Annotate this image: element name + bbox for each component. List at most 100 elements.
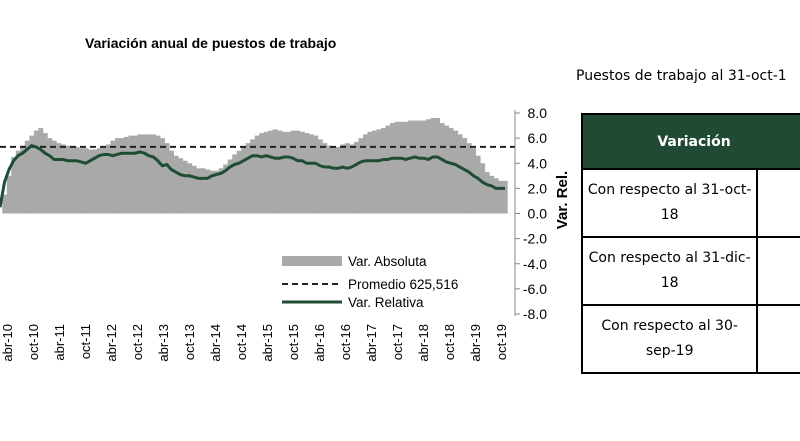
x-tick-label: oct-14	[234, 324, 249, 360]
table-cell-value	[756, 168, 800, 238]
area-bar	[250, 139, 256, 214]
area-bar	[308, 134, 314, 214]
area-bar	[119, 138, 125, 214]
area-bar	[241, 146, 247, 214]
area-bar	[453, 130, 459, 214]
area-bar	[2, 194, 8, 214]
y-tick-label: 0.0	[528, 206, 548, 222]
area-bar	[340, 144, 346, 214]
x-tick-label: abr-19	[468, 324, 483, 362]
legend-label-absoluta: Var. Absoluta	[348, 254, 427, 269]
table-header-text: Variación	[657, 133, 731, 150]
area-bar	[182, 160, 188, 214]
table-header-row: Variación	[581, 113, 800, 170]
area-bar	[326, 145, 332, 214]
table-cell-label: Con respecto al 31-oct-18	[580, 168, 759, 238]
area-bar	[173, 155, 179, 214]
area-bar	[394, 121, 400, 214]
area-bar	[263, 131, 269, 214]
area-bar	[335, 146, 341, 214]
relative-series-line	[0, 144, 505, 208]
area-bar	[110, 140, 116, 214]
area-bar	[42, 133, 48, 214]
chart-title: Variación anual de puestos de trabajo	[85, 35, 337, 51]
x-tick-label: oct-16	[338, 324, 353, 360]
area-bar	[214, 170, 220, 214]
table-header-variacion: Variación	[581, 113, 800, 170]
area-bar	[96, 148, 102, 214]
x-tick-label: abr-17	[364, 324, 379, 362]
area-bar	[160, 138, 165, 214]
area-bar	[191, 165, 197, 214]
area-bar	[277, 130, 283, 214]
y-axis-ticks: 8.0 6.0 4.0 2.0 0.0 -2.0 -4.0 -6.0 -8.0	[515, 105, 547, 322]
area-bar	[376, 129, 382, 214]
x-tick-label: abr-15	[260, 324, 275, 362]
area-bar	[69, 146, 75, 214]
area-bar	[353, 141, 359, 214]
area-bar	[272, 129, 278, 214]
area-bar	[137, 134, 143, 214]
area-bar	[142, 134, 147, 214]
area-bar	[114, 138, 120, 214]
table-row: Con respecto al 30-sep-19	[580, 304, 800, 374]
area-bar	[155, 135, 161, 214]
area-bar	[78, 148, 84, 214]
y-tick-label: -8.0	[523, 306, 547, 322]
area-bar	[466, 143, 472, 214]
area-bar	[417, 120, 422, 214]
area-bar	[83, 148, 89, 214]
area-bar	[259, 133, 265, 214]
x-tick-label: oct-10	[26, 324, 41, 360]
table-row: Con respecto al 31-dic-18	[580, 236, 800, 306]
y-tick-label: -6.0	[523, 281, 547, 297]
area-bar	[92, 149, 98, 214]
area-bar	[281, 131, 287, 214]
area-bar	[11, 156, 17, 214]
table-cell-value	[756, 304, 800, 374]
area-bar	[187, 163, 193, 214]
area-bar	[390, 123, 395, 214]
x-tick-label: abr-14	[208, 324, 223, 362]
table-row: Con respecto al 31-oct-18	[580, 168, 800, 238]
area-bar	[475, 155, 481, 214]
x-tick-label: oct-19	[494, 324, 509, 360]
area-bar	[146, 134, 152, 214]
x-tick-label: abr-10	[0, 324, 15, 362]
area-bar	[218, 168, 224, 214]
x-axis-ticks: abr-10 oct-10 abr-11 oct-11 abr-12 oct-12 abr-…	[0, 324, 509, 362]
area-bar	[385, 125, 391, 214]
area-bar	[128, 135, 134, 214]
area-bar	[322, 143, 328, 214]
area-bar	[133, 135, 138, 214]
area-series-layer	[2, 118, 508, 214]
area-bar	[444, 125, 450, 214]
area-bar	[60, 144, 66, 214]
area-bar	[47, 138, 53, 214]
area-bar	[15, 150, 21, 214]
area-bar	[448, 128, 454, 214]
area-bar	[349, 144, 355, 214]
y-axis-label: Var. Rel.	[554, 171, 571, 229]
area-bar	[6, 175, 12, 214]
area-bar	[290, 130, 296, 214]
area-bar	[200, 168, 206, 214]
area-bar	[286, 131, 292, 214]
area-bar	[178, 158, 184, 214]
area-bar	[502, 180, 508, 214]
area-bar	[362, 134, 368, 214]
y-tick-label: 2.0	[528, 180, 548, 196]
area-bar	[169, 150, 174, 214]
area-bar	[196, 168, 202, 214]
area-bar	[101, 146, 107, 214]
area-bar	[435, 118, 441, 214]
area-bar	[254, 135, 260, 214]
area-bar	[408, 120, 413, 214]
area-bar	[358, 138, 364, 214]
area-bar	[232, 154, 238, 214]
x-tick-label: abr-11	[52, 324, 67, 361]
x-tick-label: abr-12	[104, 324, 119, 362]
y-tick-label: 4.0	[528, 155, 548, 171]
area-bar	[426, 119, 431, 214]
